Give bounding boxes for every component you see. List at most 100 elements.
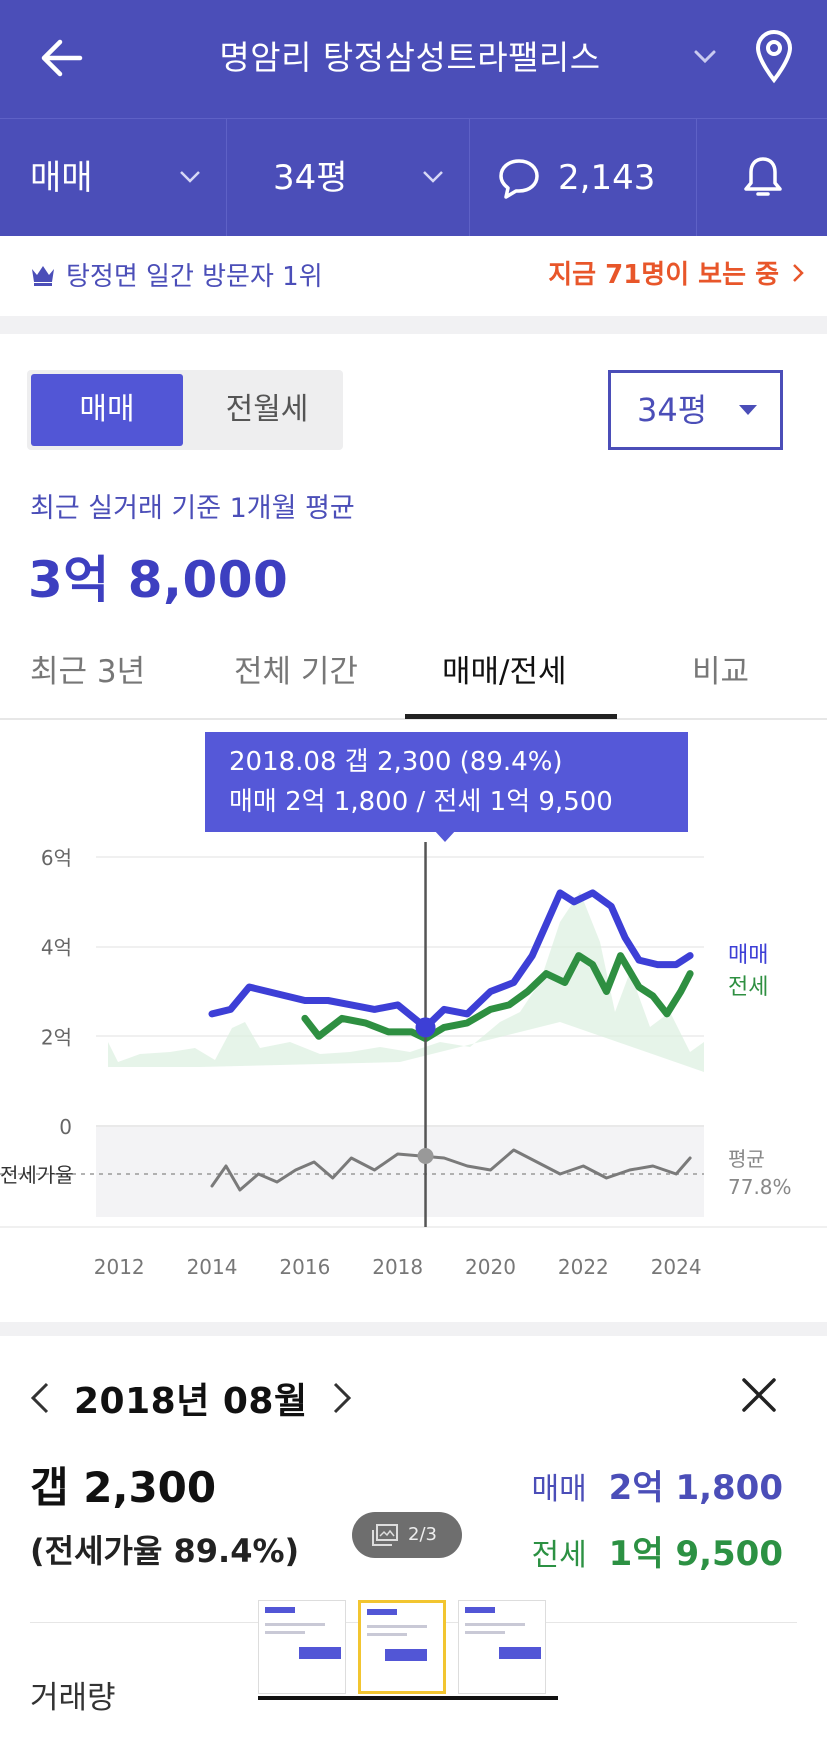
ratio-point-marker: [417, 1148, 434, 1164]
close-icon[interactable]: [740, 1376, 778, 1414]
gallery-page-indicator[interactable]: 2/3: [352, 1512, 462, 1558]
thumbnail-box: [385, 1649, 427, 1661]
tab-compare[interactable]: 비교: [692, 654, 750, 690]
legend-sale: 매매: [728, 943, 768, 968]
price-chart[interactable]: 6억 4억 2억 0 2012 2014 2016 2018 2020 2022 2024 매매전세전…: [0, 722, 827, 1322]
gallery-page-text: 2/3: [408, 1524, 437, 1545]
trade-type-label: 매매: [30, 158, 93, 198]
notification-button[interactable]: [697, 119, 827, 237]
jeonse-line: [301, 952, 694, 1043]
screenshot-thumbnails: [258, 1600, 558, 1700]
y-tick-label: 6억: [41, 846, 72, 870]
segment-sale[interactable]: 매매: [31, 374, 183, 446]
chevron-down-icon: [180, 171, 200, 183]
thumbnail-block: [465, 1607, 495, 1613]
thumbnail-line: [265, 1631, 305, 1634]
thumbnail-box: [299, 1647, 341, 1659]
active-tab-indicator: [405, 714, 617, 719]
tooltip-line-2: 매매 2억 1,800 / 전세 1억 9,500: [229, 787, 613, 817]
complex-title[interactable]: 명암리 탕정삼성트라팰리스: [219, 38, 601, 77]
x-tick-label: 2022: [558, 1255, 609, 1279]
comment-count: 2,143: [558, 158, 656, 198]
chevron-right-icon: [793, 263, 804, 282]
size-filter-label: 34평: [273, 158, 348, 198]
legend-jeonse: 전세: [728, 975, 768, 1000]
tab-recent-3y[interactable]: 최근 3년: [30, 654, 146, 690]
caret-down-icon: [739, 405, 757, 415]
month-navigator: 2018년 08월: [30, 1372, 352, 1424]
ratio-band: [96, 1127, 704, 1217]
x-tick-label: 2020: [465, 1255, 516, 1279]
top-app-bar: 명암리 탕정삼성트라팰리스: [0, 0, 827, 118]
chevron-right-icon[interactable]: [332, 1381, 352, 1415]
thumbnail-block: [265, 1607, 295, 1613]
x-tick-label: 2018: [372, 1255, 423, 1279]
average-label: 평균: [728, 1147, 765, 1171]
thumbnail-line: [367, 1625, 427, 1628]
thumbnail-1[interactable]: [258, 1600, 346, 1694]
thumbnail-block: [367, 1609, 397, 1615]
average-value: 77.8%: [728, 1175, 792, 1199]
y-tick-label: 4억: [41, 936, 72, 960]
ranking-bar: 탕정면 일간 방문자 1위 지금 71명이 보는 중: [0, 236, 827, 316]
trade-segment-toggle: 매매 전월세: [27, 370, 343, 450]
comments-button[interactable]: 2,143: [470, 119, 697, 237]
selected-month: 2018년 08월: [74, 1381, 308, 1422]
trade-type-filter[interactable]: 매매: [0, 119, 227, 237]
x-tick-label: 2014: [187, 1255, 238, 1279]
period-tabs: 최근 3년 전체 기간 매매/전세 비교: [0, 630, 827, 720]
sale-value: 2억 1,800: [608, 1468, 783, 1508]
size-select[interactable]: 34평: [608, 370, 783, 450]
sale-point-marker: [415, 1017, 436, 1038]
thumbnail-3[interactable]: [458, 1600, 546, 1694]
gap-value: 갭 2,300: [30, 1463, 217, 1512]
volume-section-title: 거래량: [30, 1680, 116, 1716]
visitor-rank-text: 탕정면 일간 방문자 1위: [66, 262, 323, 292]
jeonse-ratio-value: (전세가율 89.4%): [30, 1532, 300, 1570]
gallery-icon: [372, 1524, 398, 1546]
thumbnail-box: [499, 1647, 541, 1659]
x-tick-label: 2016: [279, 1255, 330, 1279]
live-viewers-link[interactable]: 지금 71명이 보는 중: [548, 254, 805, 291]
thumbnail-2-selected[interactable]: [358, 1600, 446, 1694]
thumbnail-line: [265, 1623, 325, 1626]
sale-line: [208, 889, 694, 1031]
size-select-value: 34평: [637, 391, 708, 429]
size-filter[interactable]: 34평: [227, 119, 470, 237]
sale-price-row: 매매 2억 1,800: [531, 1460, 783, 1509]
section-separator: [0, 316, 827, 334]
chart-tooltip: 2018.08 갭 2,300 (89.4%) 매매 2억 1,800 / 전세…: [205, 732, 688, 832]
ratio-axis-label: 전세가율: [0, 1163, 74, 1187]
sale-label: 매매: [531, 1472, 587, 1507]
average-price: 3억 8,000: [28, 551, 289, 609]
live-viewers-text: 지금 71명이 보는 중: [548, 260, 779, 290]
chevron-down-icon: [423, 171, 443, 183]
filter-bar: 매매 34평 2,143: [0, 118, 827, 237]
crown-icon: [32, 265, 54, 286]
tab-sale-jeonse[interactable]: 매매/전세: [442, 654, 567, 690]
tab-all-period[interactable]: 전체 기간: [234, 654, 358, 690]
tooltip-pointer: [434, 830, 456, 842]
thumbnail-line: [465, 1623, 525, 1626]
map-pin-icon[interactable]: [750, 28, 798, 84]
thumbnail-scrollbar: [258, 1696, 558, 1700]
section-separator: [0, 1322, 827, 1336]
jeonse-value: 1억 9,500: [608, 1534, 783, 1574]
x-tick-label: 2024: [651, 1255, 702, 1279]
tooltip-line-1: 2018.08 갭 2,300 (89.4%): [229, 747, 563, 777]
jeonse-label: 전세: [531, 1538, 587, 1573]
x-tick-label: 2012: [94, 1255, 145, 1279]
range-band: [108, 892, 704, 1072]
chat-bubble-icon: [499, 159, 539, 199]
back-arrow-icon[interactable]: [36, 30, 92, 86]
chevron-left-icon[interactable]: [30, 1381, 50, 1415]
segment-rent[interactable]: 전월세: [225, 392, 309, 427]
visitor-rank[interactable]: 탕정면 일간 방문자 1위: [30, 256, 323, 293]
thumbnail-line: [367, 1633, 407, 1636]
y-tick-label: 2억: [41, 1025, 72, 1049]
average-caption: 최근 실거래 기준 1개월 평균: [30, 493, 355, 524]
y-tick-label: 0: [59, 1115, 72, 1139]
thumbnail-line: [465, 1631, 505, 1634]
chevron-down-icon[interactable]: [690, 42, 720, 72]
bell-icon: [744, 157, 782, 196]
